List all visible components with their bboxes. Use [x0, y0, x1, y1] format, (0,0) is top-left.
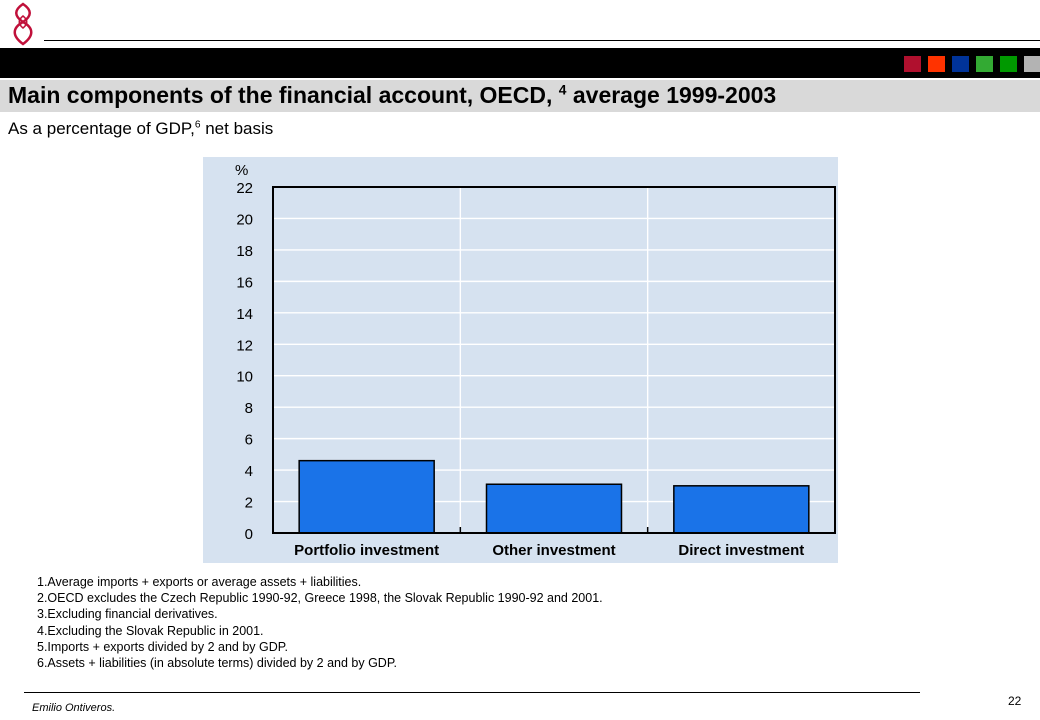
bar	[485, 483, 623, 534]
footer-rule	[24, 692, 920, 693]
x-tick-label: Direct investment	[678, 542, 804, 559]
y-tick-label: 14	[236, 306, 253, 323]
color-swatch	[928, 56, 945, 72]
title-footnote-ref: 4	[558, 82, 567, 98]
slide-subtitle: As a percentage of GDP,6 net basis	[8, 119, 274, 138]
x-tick-label: Portfolio investment	[294, 542, 439, 559]
y-tick-label: 2	[245, 495, 253, 512]
page-number: 22	[1008, 694, 1022, 708]
y-tick-label: 16	[236, 274, 253, 291]
footnote-3: 3.Excluding financial derivatives.	[37, 607, 218, 622]
color-swatch	[952, 56, 969, 72]
y-tick-label: 8	[245, 400, 253, 417]
logo-icon	[13, 2, 33, 46]
color-swatch	[976, 56, 993, 72]
y-tick-label: 4	[245, 463, 253, 480]
y-tick-label: 22	[236, 180, 253, 197]
footnote-1: 1.Average imports + exports or average a…	[37, 575, 362, 589]
y-tick-label: 18	[236, 243, 253, 260]
footnote-6: 6.Assets + liabilities (in absolute term…	[37, 656, 398, 671]
y-tick-label: 10	[236, 369, 253, 386]
bar	[298, 459, 435, 534]
bar	[673, 485, 810, 534]
color-swatch	[904, 56, 921, 72]
footnote-5: 5.Imports + exports divided by 2 and by …	[37, 639, 288, 654]
x-tick-label: Other investment	[492, 542, 615, 559]
y-tick-label: 12	[236, 337, 253, 354]
color-swatch	[1024, 56, 1040, 72]
y-tick-label: 0	[245, 526, 253, 543]
header-bar	[0, 48, 1040, 78]
title-band	[0, 80, 1040, 112]
footnote-4: 4.Excluding the Slovak Republic in 2001.	[37, 623, 264, 638]
header-rule	[44, 40, 1040, 41]
footnote-2: 2.OECD excludes the Czech Republic 1990-…	[37, 591, 603, 606]
bar-chart: 0 2 4 6 8 10 12 14 16 18 20 22% Portfolio investment…	[203, 157, 838, 563]
subtitle-footnote-ref: 6	[194, 119, 201, 131]
y-tick-label: 20	[236, 211, 253, 228]
slide-title: Main components of the financial account…	[8, 82, 777, 108]
color-swatch	[1000, 56, 1017, 72]
y-axis-label: %	[235, 162, 248, 179]
y-tick-label: 6	[245, 432, 253, 449]
author-name: Emilio Ontiveros.	[32, 702, 116, 714]
plot-frame	[272, 186, 836, 534]
chart-svg: 0 2 4 6 8 10 12 14 16 18 20 22% Portfolio investment…	[203, 157, 838, 563]
footnotes: 1.Average imports + exports or average a…	[37, 574, 603, 671]
